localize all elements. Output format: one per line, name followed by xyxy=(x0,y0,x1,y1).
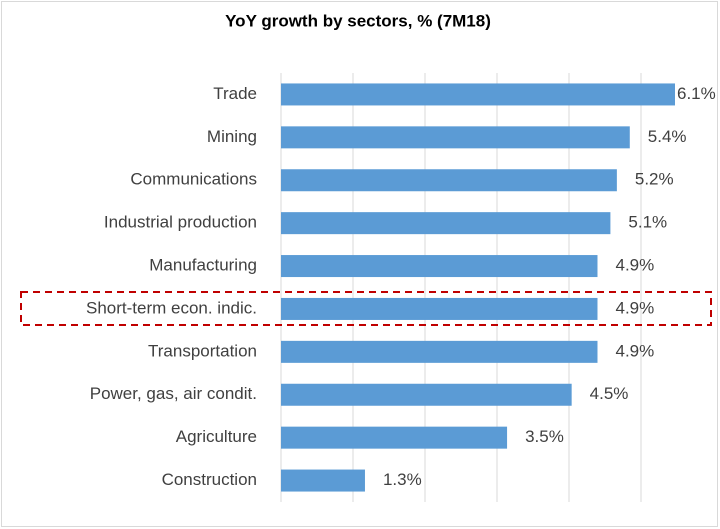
bar xyxy=(281,426,508,449)
category-label: Transportation xyxy=(148,341,257,360)
value-label: 3.5% xyxy=(525,427,564,446)
bar xyxy=(281,126,630,149)
category-label: Construction xyxy=(162,470,257,489)
bar xyxy=(281,469,365,492)
bar xyxy=(281,255,598,278)
value-label: 4.9% xyxy=(615,256,654,275)
bar xyxy=(281,297,598,320)
category-label: Short-term econ. indic. xyxy=(86,298,257,317)
bar xyxy=(281,340,598,363)
bar xyxy=(281,83,675,106)
category-label: Mining xyxy=(207,127,257,146)
highlight-box xyxy=(20,291,712,326)
category-label: Industrial production xyxy=(104,213,257,232)
category-label: Trade xyxy=(213,84,257,103)
value-label: 4.5% xyxy=(590,384,629,403)
value-label: 5.4% xyxy=(648,127,687,146)
category-label: Agriculture xyxy=(176,427,257,446)
value-label: 1.3% xyxy=(383,470,422,489)
category-label: Manufacturing xyxy=(149,256,257,275)
value-label: 6.1% xyxy=(677,84,716,103)
category-label: Power, gas, air condit. xyxy=(90,384,257,403)
bar xyxy=(281,383,572,406)
bar xyxy=(281,169,617,192)
value-label: 4.9% xyxy=(615,298,654,317)
value-label: 4.9% xyxy=(615,341,654,360)
value-label: 5.2% xyxy=(635,170,674,189)
chart-title: YoY growth by sectors, % (7M18) xyxy=(225,11,491,30)
category-label: Communications xyxy=(130,170,257,189)
value-label: 5.1% xyxy=(628,213,667,232)
bar xyxy=(281,212,611,235)
